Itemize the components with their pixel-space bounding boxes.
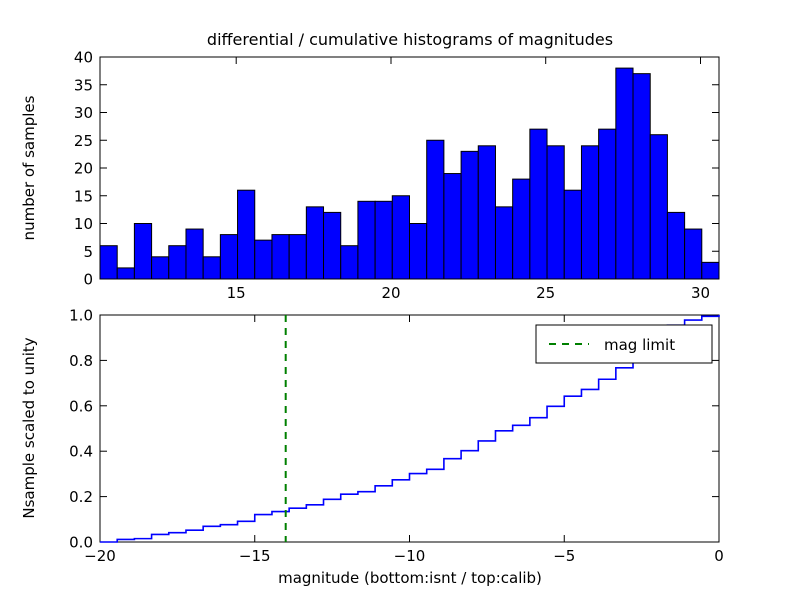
cumulative-curve — [100, 315, 720, 543]
bottom-xtick-0: 0 — [714, 547, 724, 565]
histogram-bar — [151, 256, 170, 280]
top-y-axis: 0 5 10 15 20 25 30 35 40 number of sampl… — [20, 49, 719, 289]
histogram-bar — [168, 245, 187, 280]
top-ytick-10: 10 — [74, 215, 93, 233]
top-ytick-5: 5 — [83, 243, 93, 261]
histogram-bar — [254, 239, 273, 280]
histogram-bar — [666, 211, 686, 280]
histogram-bar — [598, 128, 617, 280]
histogram-bar — [219, 234, 239, 280]
top-y-axis-label: number of samples — [20, 95, 38, 240]
histogram-bar — [271, 234, 290, 280]
top-ytick-0: 0 — [83, 271, 93, 289]
histogram-bar — [632, 73, 651, 280]
bottom-ytick-0: 0.0 — [69, 534, 93, 552]
histogram-bar — [116, 267, 135, 280]
top-xtick-25: 25 — [536, 284, 555, 302]
top-xtick-30: 30 — [691, 284, 710, 302]
top-ytick-35: 35 — [74, 76, 93, 94]
top-ytick-20: 20 — [74, 160, 93, 178]
bottom-panel: 0.0 0.2 0.4 0.6 0.8 1.0 Nsample scaled t… — [20, 307, 724, 588]
histogram-bar — [185, 228, 204, 280]
histogram-bar — [305, 206, 325, 280]
bottom-xtick-neg20: −20 — [84, 547, 116, 565]
histogram-bar — [409, 223, 428, 280]
histogram-bar — [477, 145, 496, 280]
histogram-bar — [649, 134, 668, 280]
histogram-bar — [563, 189, 582, 280]
histogram-bar — [99, 245, 118, 280]
chart-title: differential / cumulative histograms of … — [207, 30, 613, 49]
histogram-bar — [426, 139, 445, 280]
legend[interactable]: mag limit — [535, 324, 713, 364]
histogram-bar — [512, 178, 531, 280]
top-ytick-15: 15 — [74, 187, 93, 205]
bottom-x-ticks — [99, 315, 720, 542]
bottom-ytick-1-0: 1.0 — [69, 307, 93, 325]
bottom-y-axis: 0.0 0.2 0.4 0.6 0.8 1.0 Nsample scaled t… — [20, 307, 719, 552]
top-xtick-20: 20 — [381, 284, 400, 302]
histogram-bar — [546, 145, 565, 280]
histogram-bars — [99, 67, 720, 280]
top-panel: differential / cumulative histograms of … — [20, 30, 720, 302]
top-xtick-15: 15 — [227, 284, 246, 302]
histogram-bar — [374, 200, 393, 280]
bottom-ytick-0-6: 0.6 — [69, 397, 93, 415]
histogram-bar — [529, 128, 548, 280]
histogram-bar — [443, 173, 462, 280]
x-axis-label: magnitude (bottom:isnt / top:calib) — [278, 569, 542, 587]
top-ytick-40: 40 — [74, 49, 93, 67]
histogram-bar — [202, 256, 221, 280]
bottom-ytick-0-4: 0.4 — [69, 443, 93, 461]
histogram-bar — [684, 228, 703, 280]
histogram-bar — [323, 211, 342, 280]
bottom-y-axis-label: Nsample scaled to unity — [20, 337, 38, 518]
histogram-bar — [340, 245, 359, 280]
top-ytick-30: 30 — [74, 104, 93, 122]
histogram-bar — [494, 206, 514, 280]
histogram-bar — [580, 145, 600, 280]
bottom-xtick-neg10: −10 — [394, 547, 426, 565]
top-ytick-25: 25 — [74, 132, 93, 150]
top-x-axis: 15 20 25 30 — [227, 57, 710, 302]
histogram-bar — [391, 195, 411, 280]
histogram-bar — [357, 200, 376, 280]
legend-label-mag-limit: mag limit — [604, 336, 675, 354]
histogram-bar — [133, 223, 153, 280]
bottom-ytick-0-8: 0.8 — [69, 352, 93, 370]
bottom-ytick-0-2: 0.2 — [69, 488, 93, 506]
bottom-xtick-neg15: −15 — [239, 547, 271, 565]
histogram-bar — [701, 261, 720, 280]
histogram-bar — [615, 67, 634, 280]
histogram-bar — [460, 150, 479, 280]
histogram-bar — [288, 234, 307, 280]
bottom-xtick-neg5: −5 — [553, 547, 575, 565]
histogram-bar — [237, 189, 256, 280]
bottom-x-axis: −20 −15 −10 −5 0 magnitude (bottom:isnt … — [84, 315, 724, 587]
